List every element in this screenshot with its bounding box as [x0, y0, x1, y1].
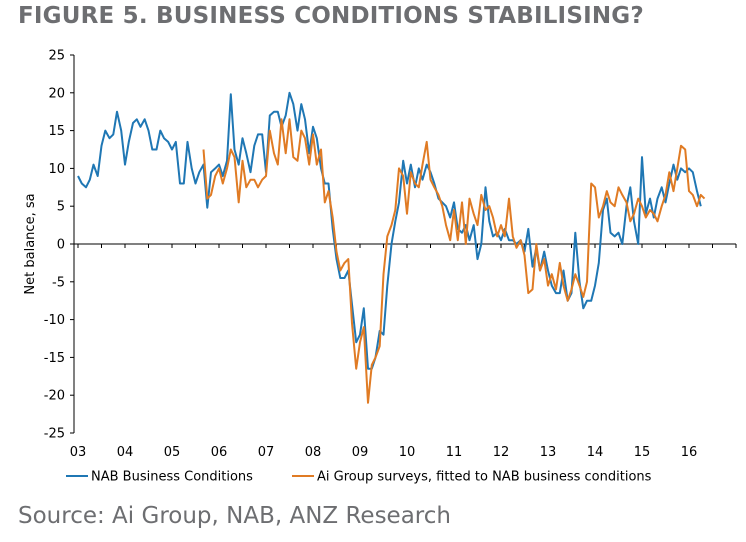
legend: NAB Business Conditions Ai Group surveys,… — [66, 470, 652, 485]
legend-label-0: NAB Business Conditions — [91, 470, 253, 485]
series-line-0 — [77, 91, 702, 370]
x-tick-label: 16 — [681, 445, 698, 460]
x-tick-label: 05 — [164, 445, 181, 460]
y-tick-label: -10 — [44, 313, 65, 328]
y-axis-label: Net balance, sa — [23, 193, 38, 294]
y-tick-label: -20 — [44, 389, 65, 404]
x-tick-label: 15 — [634, 445, 651, 460]
y-tick-label: -15 — [44, 351, 65, 366]
x-tick-label: 09 — [352, 445, 369, 460]
x-tick-label: 12 — [493, 445, 510, 460]
series-line-1 — [202, 118, 706, 404]
y-tick-label: 10 — [48, 162, 65, 177]
y-tick-label: -5 — [52, 275, 65, 290]
x-tick-label: 08 — [305, 445, 322, 460]
y-tick-label: 5 — [57, 200, 65, 215]
x-tick-label: 10 — [399, 445, 416, 460]
x-tick-label: 11 — [446, 445, 463, 460]
axes: 25 20 15 10 5 0 -5 -10 -15 -20 -25 03 04 05 06 07 08 09 10… — [23, 49, 737, 460]
x-tick-label: 07 — [258, 445, 275, 460]
y-tick-label: -25 — [44, 427, 65, 442]
x-tick-label: 04 — [117, 445, 134, 460]
legend-label-1: Ai Group surveys, fitted to NAB business… — [317, 470, 652, 485]
x-tick-label: 14 — [587, 445, 604, 460]
x-tick-label: 03 — [70, 445, 87, 460]
source-note: Source: Ai Group, NAB, ANZ Research — [18, 503, 451, 529]
y-tick-label: 25 — [48, 49, 65, 64]
y-tick-label: 20 — [48, 86, 65, 101]
series-layer — [77, 91, 706, 404]
x-tick-label: 13 — [540, 445, 557, 460]
x-tick-label: 06 — [211, 445, 228, 460]
page-title: FIGURE 5. BUSINESS CONDITIONS STABILISIN… — [18, 3, 644, 29]
y-tick-label: 0 — [57, 238, 65, 253]
y-tick-label: 15 — [48, 124, 65, 139]
